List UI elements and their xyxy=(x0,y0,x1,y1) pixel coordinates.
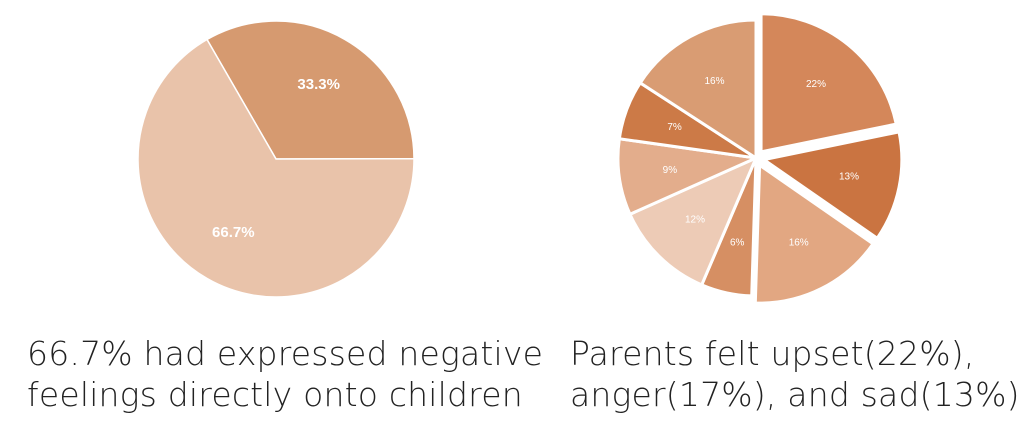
pie-slice xyxy=(137,38,415,298)
slice-label: 16% xyxy=(789,237,809,248)
caption-right: Parents felt upset(22%), anger(17%), and… xyxy=(570,333,1018,415)
slice-label: 66.7% xyxy=(212,224,255,241)
caption-left: 66.7% had expressed negative feelings di… xyxy=(27,333,547,415)
pie-slice xyxy=(759,12,899,154)
slice-label: 7% xyxy=(667,122,682,133)
slice-label: 22% xyxy=(806,79,826,90)
caption-right-line-2: anger(17%), and sad(13%) xyxy=(570,375,1018,414)
pie-chart-right-svg: 22% 13% 16% 6% 12% 9% 7% 16% xyxy=(616,12,904,305)
pie-chart-left-svg: 33.3% 66.7% xyxy=(137,20,415,298)
pie-chart-negative-feelings: 33.3% 66.7% xyxy=(0,0,520,320)
caption-left-line-1: 66.7% had expressed negative xyxy=(27,334,544,373)
slice-label: 33.3% xyxy=(297,76,340,93)
pie-chart-parent-emotions: 22% 13% 16% 6% 12% 9% 7% 16% xyxy=(560,0,1018,320)
caption-left-line-2: feelings directly onto children xyxy=(27,375,523,414)
pie-slice xyxy=(628,155,759,287)
pie-slice xyxy=(753,162,876,305)
pie-slice xyxy=(205,20,415,160)
slice-label: 13% xyxy=(839,172,859,183)
slice-label: 6% xyxy=(730,238,745,249)
pie-slice xyxy=(638,18,758,161)
slice-label: 12% xyxy=(685,215,705,226)
pie-slice xyxy=(760,130,904,241)
slice-label: 16% xyxy=(704,76,724,87)
caption-right-line-1: Parents felt upset(22%), xyxy=(570,334,975,373)
slice-label: 9% xyxy=(663,165,678,176)
